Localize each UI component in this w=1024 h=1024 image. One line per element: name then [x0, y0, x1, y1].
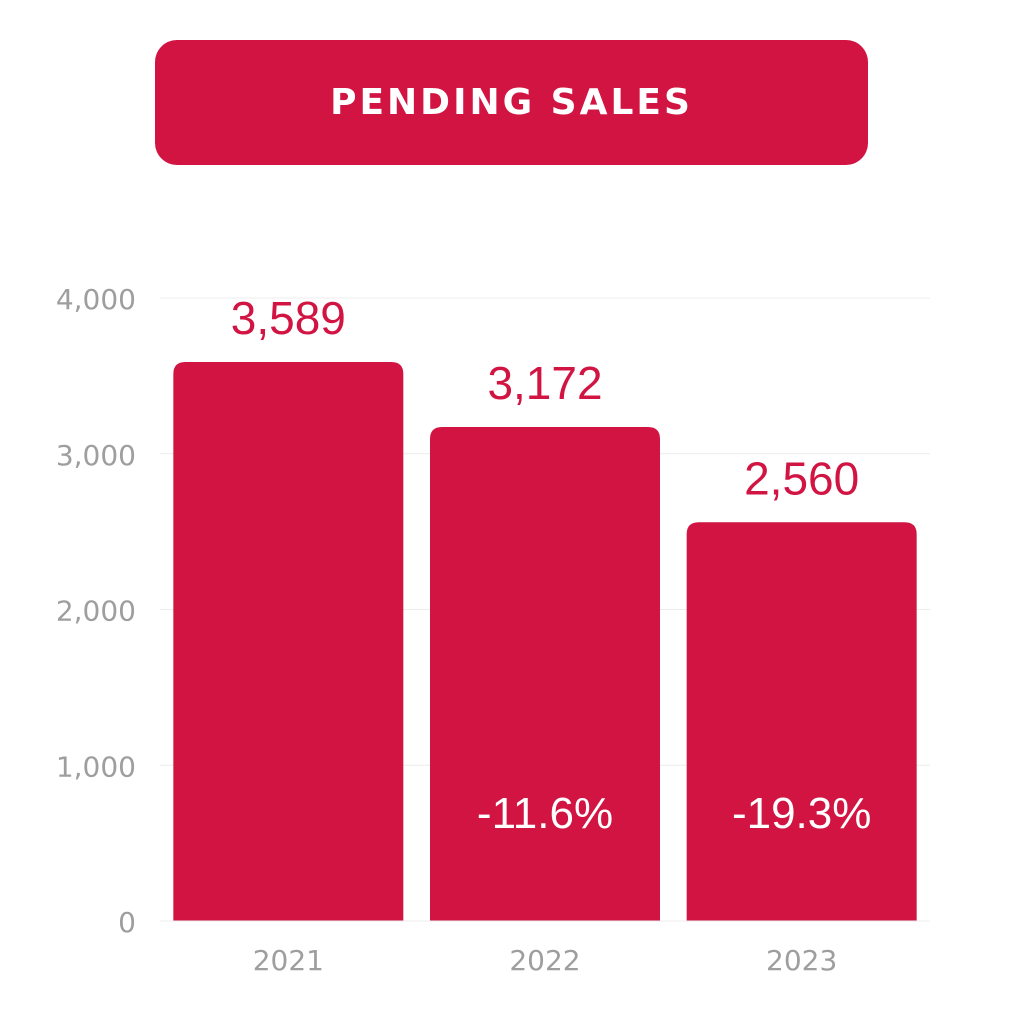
chart-title: PENDING SALES: [330, 82, 693, 123]
y-tick-label: 2,000: [56, 595, 136, 628]
x-tick-label: 2022: [509, 944, 580, 977]
x-tick-label: 2021: [253, 944, 324, 977]
x-tick-label: 2023: [766, 944, 837, 977]
bar-2021: [173, 362, 404, 921]
bar-2022: [430, 426, 660, 921]
bar-2023: [686, 522, 917, 921]
y-tick-label: 0: [118, 906, 136, 939]
y-tick-label: 4,000: [56, 283, 136, 316]
data-label: 3,172: [487, 357, 602, 409]
change-label: -19.3%: [732, 789, 871, 838]
data-label: 2,560: [744, 452, 859, 504]
change-label: -11.6%: [477, 789, 613, 838]
data-label: 3,589: [231, 292, 346, 344]
y-tick-label: 1,000: [56, 750, 136, 783]
y-tick-label: 3,000: [56, 439, 136, 472]
title-banner: PENDING SALES: [155, 40, 868, 165]
